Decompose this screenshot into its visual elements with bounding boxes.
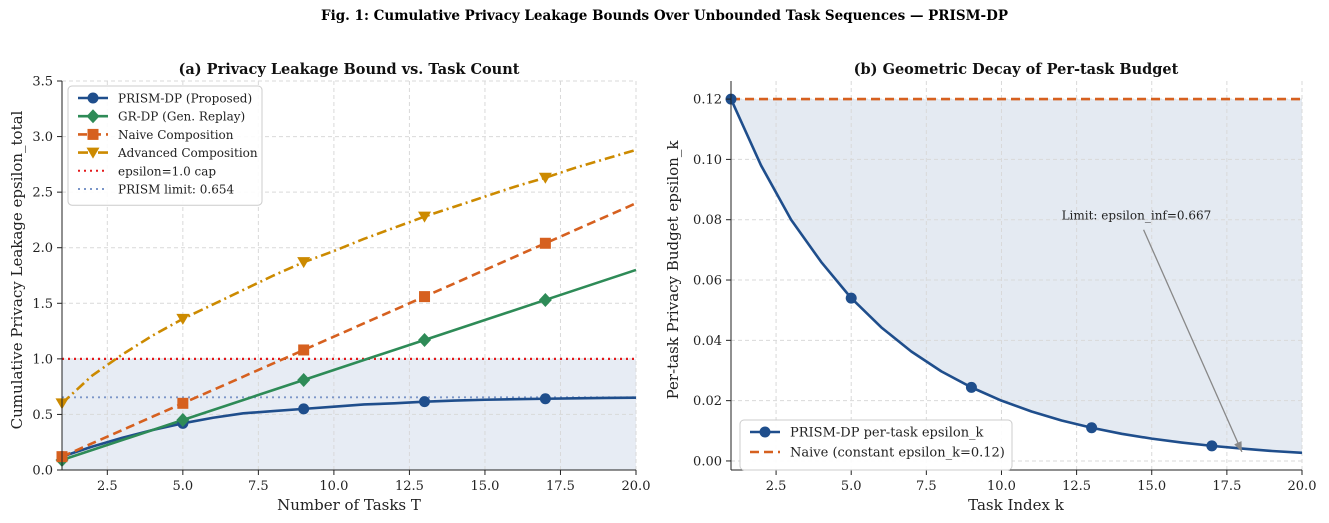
legend-label-prism-limit-0-654: PRISM limit: 0.654 [118,183,234,197]
panel-b-legend: PRISM-DP per-task epsilon_k Naive (consta… [739,419,1013,471]
y-tick-label: 3.5 [32,75,53,90]
data-point-advanced-composition [418,211,432,223]
y-tick-label: 1.5 [32,297,53,312]
data-point-gr-dp-gen-replay [297,372,311,387]
x-tick-label: 12.5 [395,479,424,494]
y-tick-label: 2.5 [32,186,53,201]
y-tick-label: 2.0 [32,241,53,256]
x-tick-label: 10.0 [319,479,348,494]
legend-marker-prism-dp-proposed [87,92,99,104]
x-tick-label: 2.5 [766,479,787,494]
y-tick-label: 0.10 [693,153,722,168]
panel-a: (a) Privacy Leakage Bound vs. Task Count… [8,61,650,514]
x-tick-label: 5.0 [841,479,862,494]
annotation-arrow [1142,229,1243,453]
data-point-prism-dp-proposed [298,403,310,415]
x-tick-label: 2.5 [97,479,118,494]
x-tick-label: 17.5 [546,479,575,494]
legend-marker-gr-dp-gen-replay [86,109,100,124]
data-point-prism-dp-per-task-epsilon-k [1206,440,1218,452]
panel-a-x-label: Number of Tasks T [277,496,421,514]
series-line-naive-composition [61,202,637,458]
x-tick-label: 7.5 [916,479,937,494]
legend-label-gr-dp-gen-replay: GR-DP (Gen. Replay) [118,110,245,124]
y-tick-label: 0.04 [693,334,722,349]
data-point-naive-composition [177,397,189,409]
panel-a-title: (a) Privacy Leakage Bound vs. Task Count [179,61,520,78]
legend-marker-prism-dp-per-task-epsilon-k [759,426,771,438]
panel-a-y-label: Cumulative Privacy Leakage epsilon_total [8,110,26,429]
y-tick-label: 0.08 [693,213,722,228]
legend-box [67,85,263,206]
annotation-arrowhead [1234,441,1242,452]
legend-label-prism-dp-proposed: PRISM-DP (Proposed) [118,92,252,106]
data-point-prism-dp-proposed [539,393,551,405]
x-tick-label: 10.0 [987,479,1016,494]
series-line-gr-dp-gen-replay [61,268,637,462]
data-point-naive-composition [539,237,551,249]
x-tick-label: 20.0 [1288,479,1317,494]
panel-b-y-label: Per-task Privacy Budget epsilon_k [664,140,682,400]
legend-marker-naive-composition [87,128,99,140]
legend-label-prism-dp-per-task-epsilon-k: PRISM-DP per-task epsilon_k [790,426,984,441]
data-point-prism-dp-proposed [419,396,431,408]
panel-b: (b) Geometric Decay of Per-task Budget 2… [664,61,1316,514]
legend-label-naive-constant-epsilon-k-0-12: Naive (constant epsilon_k=0.12) [790,446,1005,461]
legend-box [739,419,1013,471]
data-point-advanced-composition [538,172,552,184]
data-point-prism-dp-per-task-epsilon-k [965,381,977,393]
data-point-gr-dp-gen-replay [418,332,432,347]
legend-label-epsilon-1-0-cap: epsilon=1.0 cap [118,164,216,178]
data-point-gr-dp-gen-replay [176,412,190,427]
legend-label-advanced-composition: Advanced Composition [117,146,258,160]
y-tick-label: 0.0 [32,464,53,479]
data-point-advanced-composition [176,313,190,325]
data-point-naive-composition [298,344,310,356]
x-tick-label: 7.5 [248,479,269,494]
legend-marker-advanced-composition [86,147,100,159]
data-point-advanced-composition [297,257,311,269]
y-tick-label: 3.0 [32,130,53,145]
data-point-prism-dp-per-task-epsilon-k [845,292,857,304]
figure-title: Fig. 1: Cumulative Privacy Leakage Bound… [321,8,1008,24]
x-tick-label: 17.5 [1212,479,1241,494]
x-tick-label: 15.0 [1137,479,1166,494]
panel-b-x-label: Task Index k [968,496,1065,514]
panel-b-title: (b) Geometric Decay of Per-task Budget [854,61,1179,78]
panel-a-legend: PRISM-DP (Proposed) GR-DP (Gen. Replay) Na… [67,85,263,206]
y-tick-label: 0.5 [32,408,53,423]
data-point-prism-dp-per-task-epsilon-k [1086,422,1098,434]
data-point-gr-dp-gen-replay [538,292,552,307]
legend-label-naive-composition: Naive Composition [118,128,234,142]
y-tick-label: 0.00 [693,454,722,469]
x-tick-label: 15.0 [470,479,499,494]
y-tick-label: 0.02 [693,394,722,409]
x-tick-label: 5.0 [172,479,193,494]
shaded-region [731,99,1302,453]
x-tick-label: 12.5 [1062,479,1091,494]
x-tick-label: 20.0 [622,479,651,494]
y-tick-label: 0.12 [693,93,722,108]
annotation-label: Limit: epsilon_inf=0.667 [1062,209,1212,223]
data-point-naive-composition [419,291,431,303]
y-tick-label: 1.0 [32,352,53,367]
y-tick-label: 0.06 [693,274,722,289]
